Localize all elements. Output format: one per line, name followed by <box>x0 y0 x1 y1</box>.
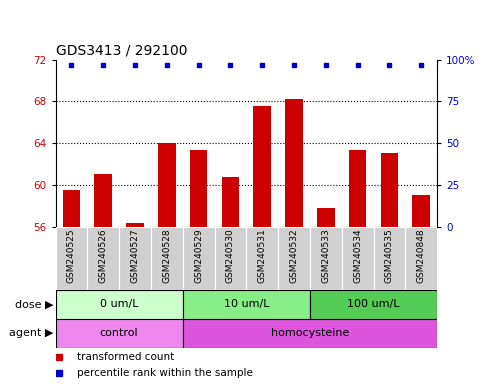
Bar <box>285 99 303 227</box>
Bar <box>310 227 342 290</box>
Bar <box>158 143 176 227</box>
Text: agent ▶: agent ▶ <box>9 328 53 338</box>
Text: GDS3413 / 292100: GDS3413 / 292100 <box>56 44 187 58</box>
Bar <box>183 319 437 348</box>
Bar <box>349 151 367 227</box>
Bar <box>405 227 437 290</box>
Text: GSM240532: GSM240532 <box>289 228 298 283</box>
Bar <box>412 195 430 227</box>
Bar <box>183 227 214 290</box>
Bar <box>214 227 246 290</box>
Text: homocysteine: homocysteine <box>271 328 349 338</box>
Bar <box>126 223 144 227</box>
Text: GSM240531: GSM240531 <box>258 228 267 283</box>
Bar <box>56 227 87 290</box>
Bar <box>381 154 398 227</box>
Bar <box>95 174 112 227</box>
Text: GSM240528: GSM240528 <box>162 228 171 283</box>
Text: 100 um/L: 100 um/L <box>347 299 400 310</box>
Bar <box>278 227 310 290</box>
Text: GSM240526: GSM240526 <box>99 228 108 283</box>
Text: GSM240527: GSM240527 <box>130 228 140 283</box>
Bar <box>183 290 310 319</box>
Bar <box>222 177 239 227</box>
Text: GSM240533: GSM240533 <box>321 228 330 283</box>
Bar <box>254 106 271 227</box>
Bar <box>317 208 335 227</box>
Text: percentile rank within the sample: percentile rank within the sample <box>76 368 253 378</box>
Text: dose ▶: dose ▶ <box>14 299 53 310</box>
Text: GSM240848: GSM240848 <box>417 228 426 283</box>
Text: GSM240529: GSM240529 <box>194 228 203 283</box>
Bar <box>63 190 80 227</box>
Text: GSM240525: GSM240525 <box>67 228 76 283</box>
Bar <box>190 151 207 227</box>
Bar <box>119 227 151 290</box>
Text: control: control <box>100 328 139 338</box>
Bar <box>56 290 183 319</box>
Bar <box>56 319 183 348</box>
Bar <box>373 227 405 290</box>
Bar <box>246 227 278 290</box>
Text: 10 um/L: 10 um/L <box>224 299 269 310</box>
Bar <box>151 227 183 290</box>
Bar <box>310 290 437 319</box>
Text: GSM240530: GSM240530 <box>226 228 235 283</box>
Bar <box>87 227 119 290</box>
Text: GSM240534: GSM240534 <box>353 228 362 283</box>
Bar <box>342 227 373 290</box>
Text: transformed count: transformed count <box>76 352 174 362</box>
Text: 0 um/L: 0 um/L <box>100 299 139 310</box>
Text: GSM240535: GSM240535 <box>385 228 394 283</box>
